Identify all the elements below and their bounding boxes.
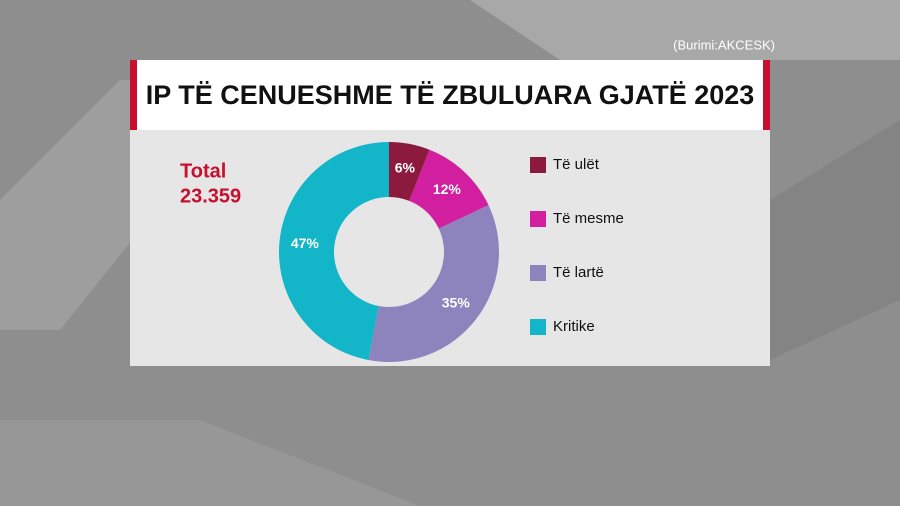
legend-swatch (530, 211, 546, 227)
donut-slice (279, 141, 389, 361)
donut-slice (389, 142, 430, 201)
legend-swatch (530, 157, 546, 173)
title-accent (763, 60, 770, 130)
source: (Burimi:AKCESK) (673, 37, 775, 52)
title-accent (130, 60, 137, 130)
bg-shape (470, 0, 900, 60)
donut-slice (368, 205, 500, 362)
chart-title: IP TË CENUESHME TË ZBULUARA GJATË 2023 (146, 80, 755, 110)
legend-label: Të ulët (553, 156, 600, 173)
bg-shape (0, 420, 420, 506)
value-label: 6% (395, 160, 416, 176)
total-value: 23.359 (180, 185, 241, 207)
donut-slice (409, 149, 489, 229)
bg-shape (770, 120, 900, 360)
value-label: 35% (442, 294, 471, 310)
legend-label: Të mesme (553, 210, 624, 227)
legend-swatch (530, 319, 546, 335)
legend-swatch (530, 265, 546, 281)
legend-label: Të lartë (553, 264, 604, 281)
value-label: 47% (291, 235, 320, 251)
legend-label: Kritike (553, 318, 595, 335)
total-label: Total (180, 160, 226, 182)
value-label: 12% (433, 181, 462, 197)
title-bar (130, 60, 770, 130)
